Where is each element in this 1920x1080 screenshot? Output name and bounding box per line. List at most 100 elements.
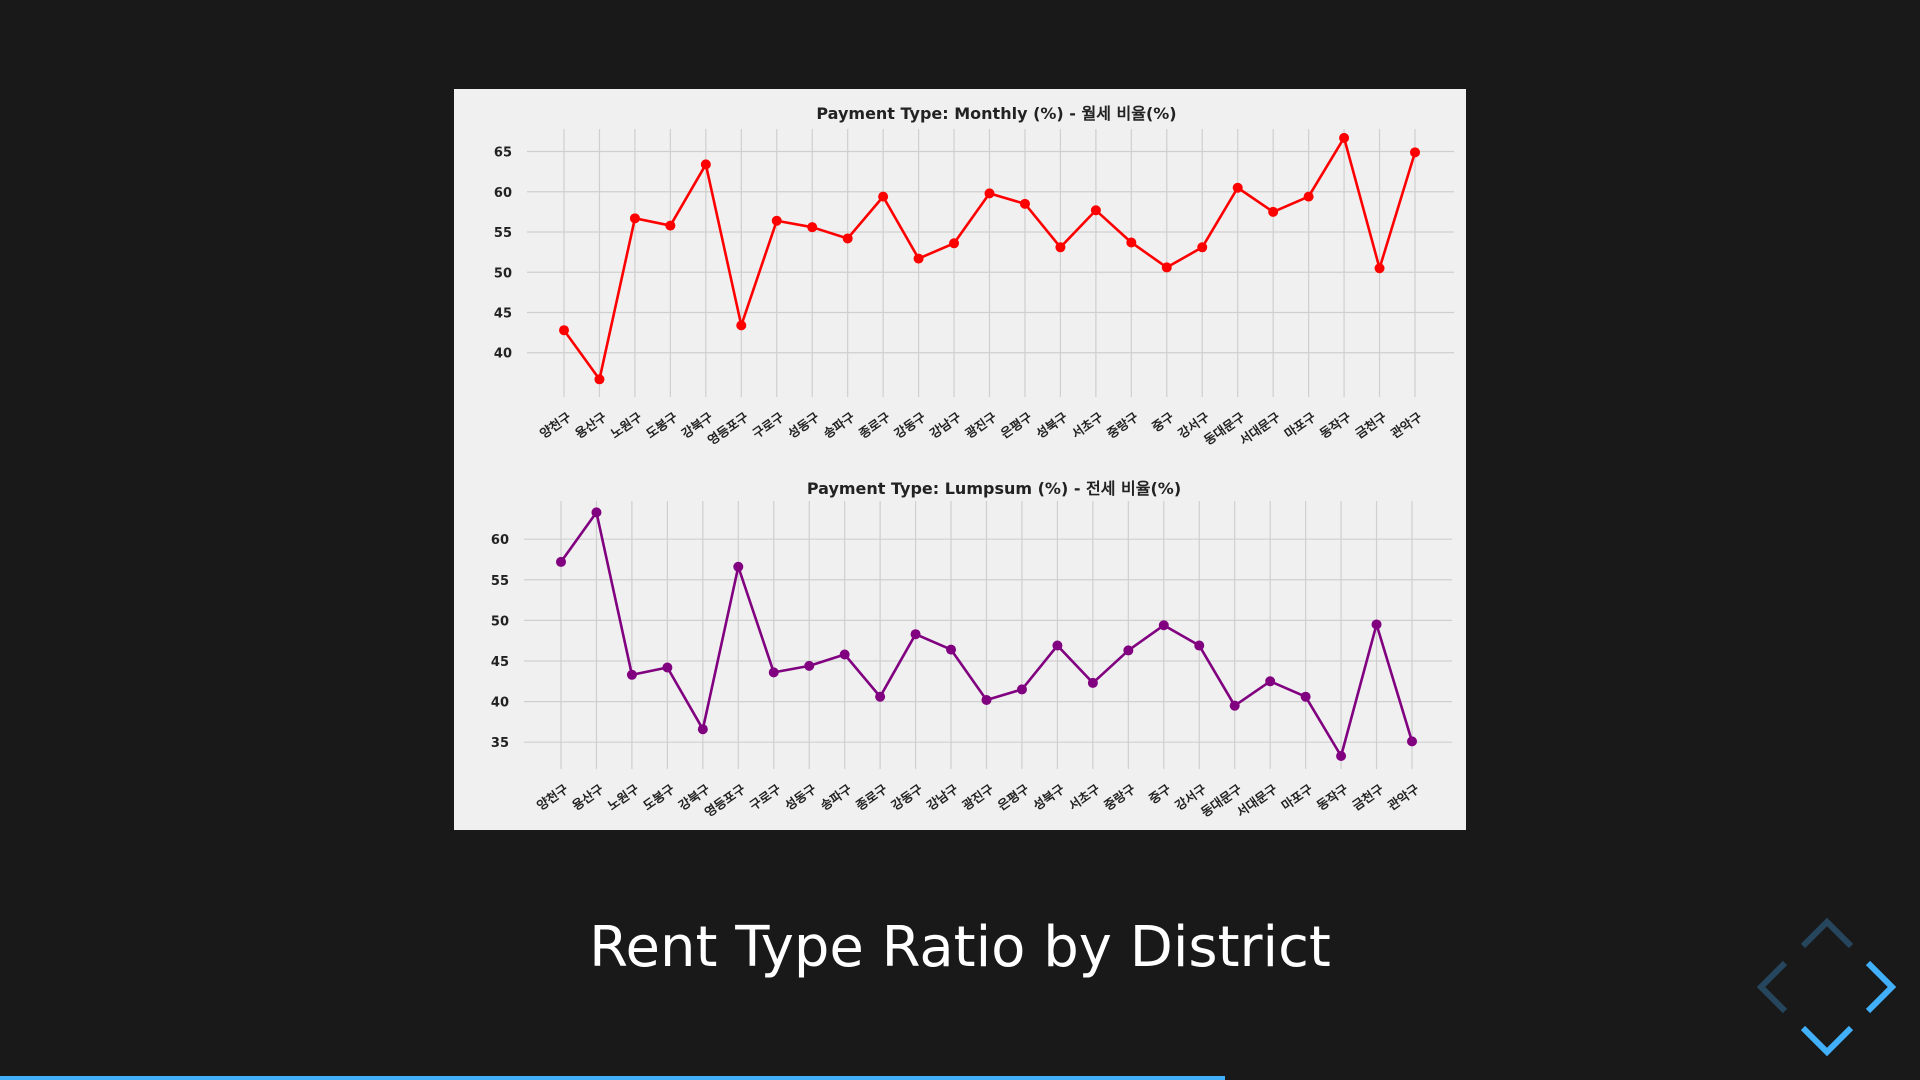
data-point (913, 253, 924, 264)
data-point (1229, 700, 1240, 711)
data-point (1052, 640, 1063, 651)
y-tick-label: 45 (494, 306, 512, 321)
nav-left-button[interactable] (1747, 957, 1807, 1017)
data-point (1339, 132, 1350, 143)
data-point (1407, 736, 1417, 747)
x-tick-label: 관악구 (1385, 781, 1422, 813)
x-tick-label: 금천구 (1349, 781, 1386, 813)
slide-title: Rent Type Ratio by District (589, 915, 1331, 980)
x-tick-label: 중구 (1149, 409, 1177, 435)
data-point (665, 220, 676, 231)
data-point (1158, 620, 1169, 631)
x-tick-label: 서대문구 (1237, 409, 1284, 448)
x-tick-label: 도봉구 (643, 409, 680, 441)
x-tick-label: 송파구 (818, 781, 855, 813)
x-tick-label: 동작구 (1314, 781, 1351, 813)
x-tick-label: 영등포구 (705, 409, 752, 448)
data-point (768, 667, 779, 678)
x-tick-label: 은평구 (995, 781, 1032, 813)
chevron-right-stroke (1865, 960, 1897, 1014)
x-tick-label: 성동구 (785, 409, 822, 441)
data-point (662, 662, 673, 673)
x-tick-label: 양천구 (537, 409, 574, 441)
data-point (984, 188, 995, 199)
progress-bar (0, 1076, 1225, 1080)
data-point (1371, 619, 1382, 630)
charts-svg: Payment Type: Monthly (%) - 월세 비율(%) 40 45… (491, 104, 1454, 820)
data-point (910, 629, 921, 640)
y-tick-label: 45 (491, 655, 509, 670)
chevron-right-icon (1865, 960, 1897, 1014)
nav-up-button[interactable] (1797, 908, 1857, 968)
x-tick-label: 성북구 (1033, 409, 1070, 441)
data-point (1300, 691, 1311, 702)
data-point (1055, 242, 1066, 253)
y-tick-label: 55 (494, 226, 512, 241)
x-tick-label: 마포구 (1278, 781, 1315, 813)
data-point (949, 238, 960, 249)
data-point (1336, 751, 1347, 762)
data-point (1374, 263, 1385, 274)
x-tick-label: 중랑구 (1101, 781, 1138, 813)
data-point (736, 320, 747, 331)
x-tick-label: 종로구 (853, 781, 890, 813)
x-tick-label: 은평구 (998, 409, 1035, 441)
chevron-up-stroke (1800, 917, 1854, 949)
x-tick-label: 영등포구 (702, 781, 749, 820)
y-tick-label: 40 (491, 696, 509, 711)
x-tick-label: 관악구 (1388, 409, 1425, 441)
data-point (1232, 182, 1243, 193)
x-tick-label: 송파구 (821, 409, 858, 441)
data-point (1268, 206, 1279, 217)
x-tick-label: 강남구 (924, 781, 961, 813)
x-tick-label: 구로구 (750, 409, 787, 441)
data-point (807, 222, 818, 233)
data-point (697, 724, 708, 735)
chevron-up-icon (1800, 917, 1854, 949)
data-point (878, 191, 889, 202)
x-tick-label: 노원구 (608, 409, 645, 441)
data-point (1303, 191, 1314, 202)
y-tick-label: 40 (494, 347, 512, 362)
data-point (1016, 684, 1027, 695)
y-tick-label: 35 (491, 736, 509, 751)
data-point (839, 649, 850, 660)
data-point (1090, 205, 1101, 216)
x-tick-label: 양천구 (534, 781, 571, 813)
x-tick-label: 중구 (1146, 781, 1174, 807)
y-tick-label: 50 (494, 266, 512, 281)
chevron-left-icon (1756, 960, 1788, 1014)
x-tick-label: 동작구 (1317, 409, 1354, 441)
x-tick-label: 강동구 (891, 409, 928, 441)
data-point (875, 691, 886, 702)
x-tick-label: 구로구 (747, 781, 784, 813)
data-point (1019, 198, 1030, 209)
data-point (594, 374, 605, 385)
y-tick-label: 55 (491, 574, 509, 589)
x-tick-label: 용산구 (572, 409, 609, 441)
x-tick-label: 중랑구 (1104, 409, 1141, 441)
chart-1: Payment Type: Monthly (%) - 월세 비율(%) 40 45… (494, 104, 1454, 448)
data-point (1126, 237, 1137, 248)
data-point (804, 660, 815, 671)
x-tick-label: 종로구 (856, 409, 893, 441)
x-tick-label: 광진구 (959, 781, 996, 813)
data-point (629, 213, 640, 224)
data-point (559, 325, 569, 336)
x-tick-label: 서초구 (1066, 781, 1103, 813)
data-point (626, 669, 637, 680)
x-tick-label: 용산구 (569, 781, 606, 813)
chart-title: Payment Type: Monthly (%) - 월세 비율(%) (816, 104, 1176, 123)
data-point (1194, 640, 1205, 651)
chart-title: Payment Type: Lumpsum (%) - 전세 비율(%) (807, 479, 1181, 498)
chevron-down-icon (1800, 1025, 1854, 1057)
data-point (1123, 645, 1134, 656)
chart-2: Payment Type: Lumpsum (%) - 전세 비율(%) 35 40… (491, 479, 1452, 820)
x-tick-label: 도봉구 (640, 781, 677, 813)
nav-down-button[interactable] (1797, 1006, 1857, 1066)
progress-track (0, 1076, 1920, 1080)
data-point (591, 507, 602, 518)
x-tick-label: 성북구 (1030, 781, 1067, 813)
nav-right-button[interactable] (1846, 957, 1906, 1017)
x-tick-label: 금천구 (1352, 409, 1389, 441)
